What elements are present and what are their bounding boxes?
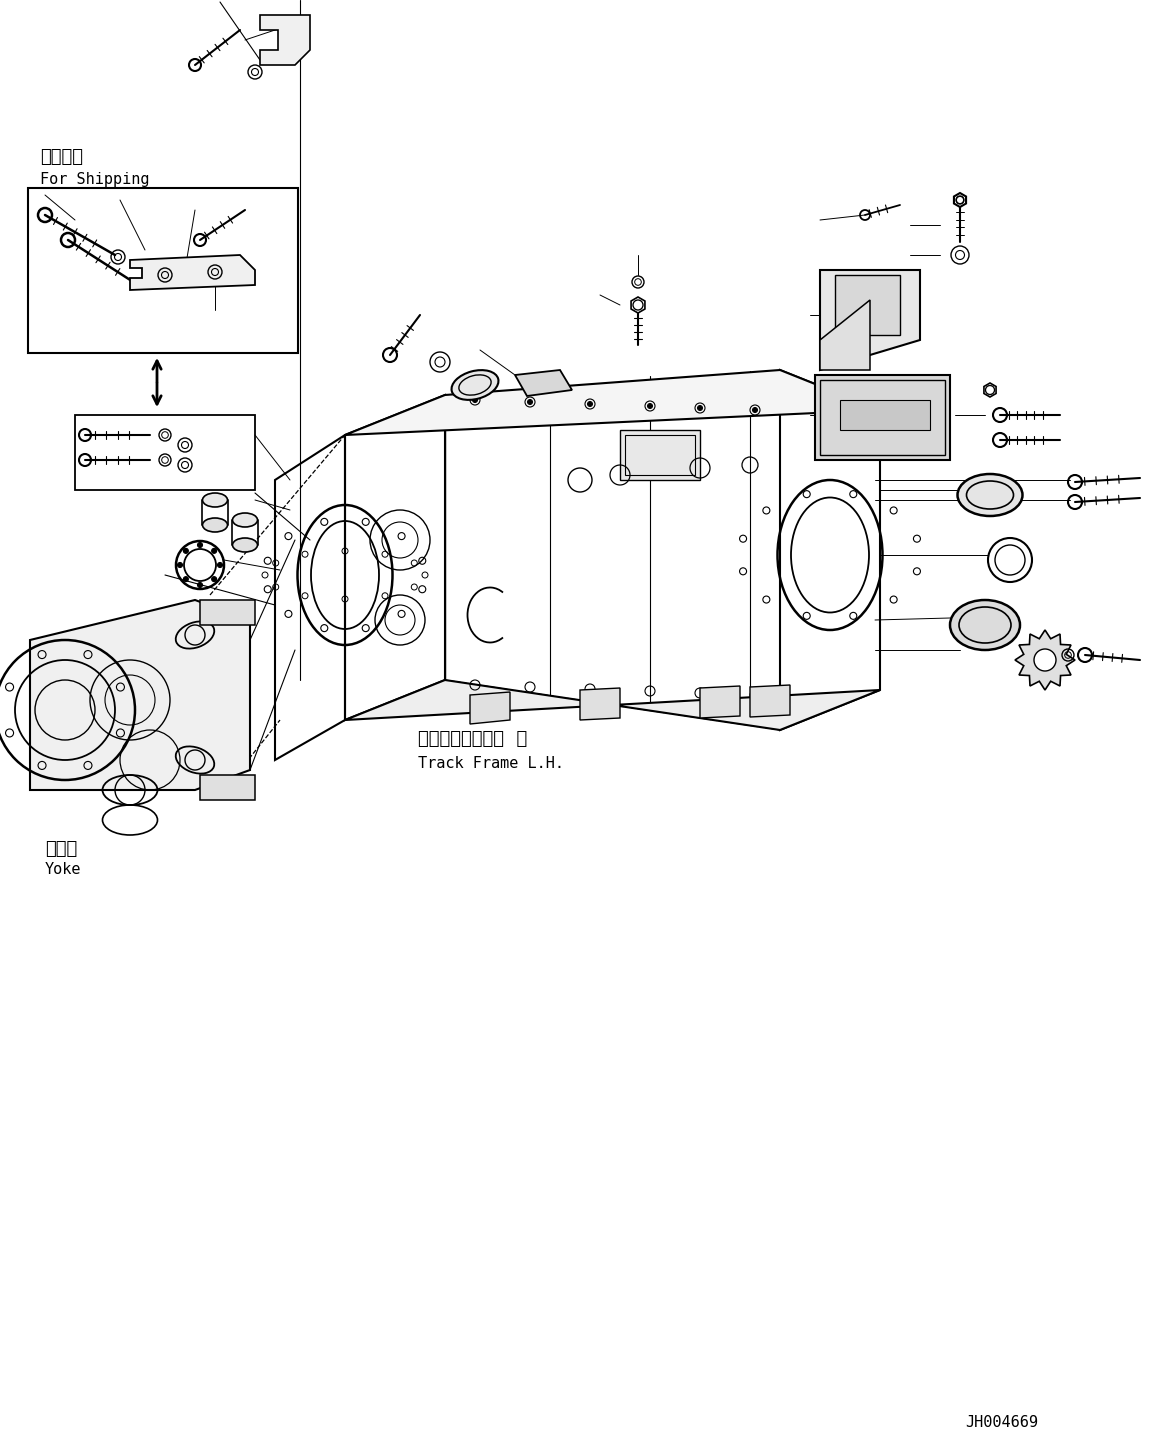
Text: ヨーク: ヨーク — [45, 840, 77, 857]
Circle shape — [1034, 649, 1056, 671]
Ellipse shape — [202, 493, 228, 507]
Text: Track Frame L.H.: Track Frame L.H. — [418, 755, 564, 771]
Bar — [840, 401, 930, 429]
Polygon shape — [261, 14, 311, 65]
Polygon shape — [580, 688, 620, 719]
Circle shape — [587, 402, 592, 406]
Bar — [620, 429, 700, 480]
Circle shape — [752, 408, 757, 412]
Bar — [625, 435, 695, 475]
Text: For Shipping: For Shipping — [40, 172, 150, 187]
Circle shape — [648, 404, 652, 408]
Circle shape — [212, 549, 216, 553]
Circle shape — [198, 543, 202, 547]
Circle shape — [184, 577, 188, 582]
Polygon shape — [820, 270, 920, 370]
Ellipse shape — [950, 600, 1020, 651]
Circle shape — [472, 398, 478, 402]
Circle shape — [217, 563, 222, 567]
Polygon shape — [820, 300, 870, 370]
Bar — [74, 415, 255, 490]
Polygon shape — [700, 686, 740, 718]
Polygon shape — [750, 685, 790, 717]
Polygon shape — [1015, 630, 1075, 691]
Circle shape — [528, 399, 533, 405]
Circle shape — [184, 549, 188, 553]
Text: Yoke: Yoke — [45, 862, 81, 877]
Text: トラックフレーム  左: トラックフレーム 左 — [418, 729, 527, 748]
Polygon shape — [470, 692, 511, 724]
Polygon shape — [815, 375, 950, 460]
Ellipse shape — [451, 370, 499, 399]
Text: JH004669: JH004669 — [965, 1414, 1039, 1430]
Polygon shape — [200, 775, 255, 800]
Polygon shape — [200, 600, 255, 625]
Polygon shape — [835, 276, 900, 335]
Polygon shape — [345, 681, 880, 729]
Ellipse shape — [233, 513, 257, 527]
Circle shape — [698, 405, 702, 411]
Circle shape — [178, 563, 183, 567]
Bar — [28, 188, 298, 353]
Circle shape — [198, 583, 202, 587]
Polygon shape — [515, 370, 572, 396]
Ellipse shape — [202, 518, 228, 531]
Polygon shape — [345, 370, 880, 435]
Ellipse shape — [233, 538, 257, 551]
Polygon shape — [30, 600, 250, 790]
Ellipse shape — [957, 474, 1022, 516]
Circle shape — [212, 577, 216, 582]
Text: 運搬部品: 運搬部品 — [40, 148, 83, 167]
Polygon shape — [130, 256, 255, 290]
